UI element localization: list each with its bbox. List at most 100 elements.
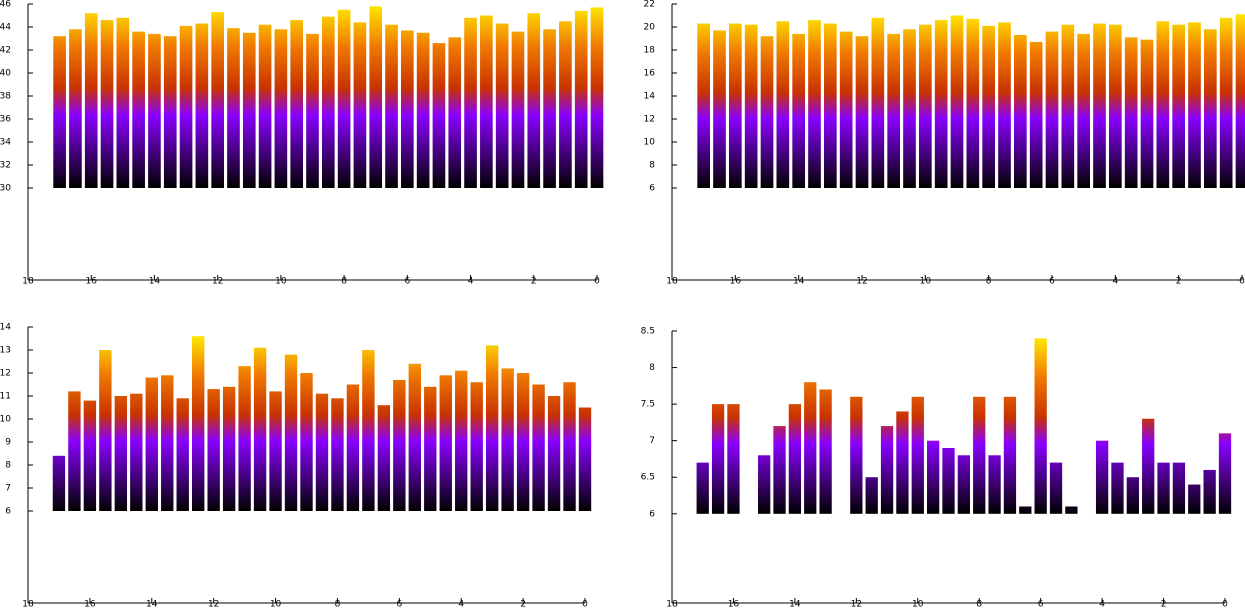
bar — [1156, 21, 1170, 188]
bar — [195, 23, 209, 188]
bar — [258, 24, 272, 189]
y-tick-label: 7 — [5, 484, 11, 494]
bar — [982, 25, 995, 188]
y-tick-label: 12 — [0, 369, 11, 379]
bar — [1126, 477, 1139, 514]
bar — [788, 404, 802, 514]
bar — [713, 30, 726, 189]
y-tick-label: 14 — [644, 92, 656, 102]
x-tick-label: 14 — [149, 277, 161, 287]
bar — [227, 28, 240, 189]
bar — [896, 411, 909, 514]
bar — [1219, 17, 1233, 188]
bar — [369, 6, 383, 188]
bar — [516, 373, 530, 511]
bar — [130, 393, 143, 511]
x-tick-label: 4 — [1112, 277, 1118, 287]
bar — [315, 393, 329, 511]
bar — [850, 396, 863, 514]
bar — [1003, 396, 1017, 514]
bar — [1172, 24, 1185, 189]
y-tick-label: 32 — [0, 161, 11, 171]
y-tick-label: 13 — [0, 346, 11, 356]
bar — [903, 29, 916, 188]
bar — [83, 400, 97, 511]
x-tick-label: 4 — [1099, 600, 1105, 608]
bar — [306, 33, 319, 189]
x-tick-label: 0 — [1222, 600, 1228, 608]
bar — [132, 31, 145, 188]
bar — [744, 24, 758, 189]
bar — [880, 426, 894, 514]
y-tick-label: 34 — [0, 138, 11, 148]
y-tick-label: 42 — [0, 46, 11, 56]
x-tick-label: 8 — [986, 277, 992, 287]
bar — [393, 379, 406, 511]
y-tick-label: 22 — [644, 0, 655, 10]
bar — [148, 33, 161, 189]
bar — [1188, 22, 1201, 189]
x-tick-label: 16 — [730, 277, 742, 287]
bar — [808, 20, 821, 188]
y-tick-label: 8 — [5, 461, 11, 471]
bar — [973, 396, 986, 514]
bar — [1065, 506, 1078, 514]
x-tick-label: 8 — [976, 600, 982, 608]
bar — [253, 347, 267, 511]
y-tick-label: 6 — [5, 507, 11, 517]
bar — [988, 455, 1001, 514]
bar — [1095, 440, 1109, 514]
y-tick-label: 40 — [0, 69, 11, 79]
bar — [547, 396, 561, 511]
bar — [68, 391, 81, 511]
bar — [222, 386, 236, 511]
bar — [911, 396, 924, 514]
y-tick-label: 7.5 — [641, 400, 655, 410]
bar — [950, 15, 964, 188]
y-tick-label: 6 — [649, 184, 655, 194]
bar — [1142, 418, 1155, 514]
y-tick-label: 7 — [649, 436, 655, 446]
bar — [590, 7, 604, 189]
bar — [729, 23, 742, 188]
bar — [116, 17, 130, 188]
bar — [290, 20, 304, 188]
bar — [727, 404, 740, 514]
x-tick-label: 16 — [728, 600, 740, 608]
bar — [1204, 29, 1217, 188]
bar — [99, 350, 112, 511]
x-tick-label: 14 — [793, 277, 805, 287]
bar — [211, 12, 224, 188]
bar — [1029, 41, 1043, 189]
x-tick-label: 2 — [1176, 277, 1182, 287]
bar — [408, 363, 421, 511]
bar — [804, 382, 817, 514]
bar — [464, 17, 477, 188]
bar — [942, 447, 955, 514]
y-tick-label: 10 — [644, 138, 656, 148]
bar — [887, 33, 900, 189]
bar — [238, 366, 251, 511]
bar — [480, 15, 493, 188]
y-tick-label: 36 — [0, 115, 11, 125]
y-tick-label: 20 — [644, 23, 656, 33]
y-tick-label: 8 — [649, 161, 655, 171]
bar — [346, 384, 360, 511]
bar — [401, 30, 414, 189]
bar — [574, 10, 588, 189]
bar — [919, 24, 932, 189]
x-tick-label: 12 — [856, 277, 867, 287]
bar — [52, 455, 66, 511]
bar — [362, 350, 375, 511]
y-tick-label: 8.5 — [641, 327, 655, 337]
x-tick-label: 6 — [404, 277, 410, 287]
bar — [1109, 24, 1122, 189]
bar — [161, 375, 174, 511]
x-tick-label: 6 — [1038, 600, 1044, 608]
x-tick-label: 10 — [920, 277, 932, 287]
bar — [697, 23, 710, 188]
bar — [926, 440, 940, 514]
x-tick-label: 4 — [468, 277, 474, 287]
bar — [192, 336, 205, 511]
bar — [578, 407, 592, 511]
